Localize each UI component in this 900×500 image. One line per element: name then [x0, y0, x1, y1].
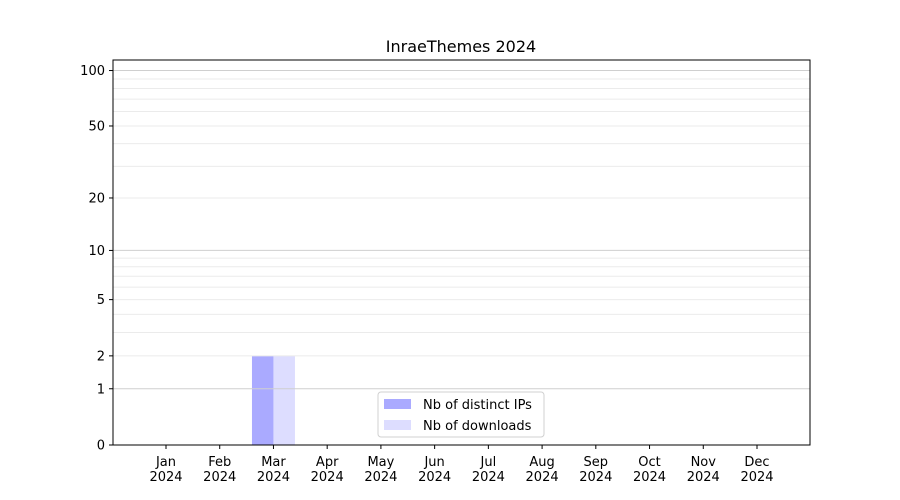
x-tick-label: Dec: [744, 455, 769, 470]
x-tick-label: 2024: [311, 470, 344, 485]
y-tick-label: 20: [88, 191, 105, 206]
legend-label: Nb of distinct IPs: [423, 398, 532, 413]
x-tick-label: Jul: [480, 455, 497, 470]
x-tick-label: Apr: [316, 455, 339, 470]
bar-distinct-ips: [251, 355, 274, 445]
x-tick-label: 2024: [257, 470, 290, 485]
legend-box: [377, 391, 545, 438]
x-tick-label: 2024: [526, 470, 559, 485]
y-tick-label: 0: [97, 439, 105, 454]
y-tick-label: 50: [88, 119, 105, 134]
y-tick-label: 2: [97, 349, 105, 364]
x-tick-label: Aug: [529, 455, 554, 470]
y-tick-label: 1: [97, 382, 105, 397]
x-tick-label: Sep: [584, 455, 609, 470]
y-tick-label: 100: [80, 64, 105, 79]
x-tick-label: Oct: [638, 455, 660, 470]
x-tick-label: 2024: [687, 470, 720, 485]
x-tick-label: 2024: [364, 470, 397, 485]
legend-swatch: [384, 420, 411, 430]
x-tick-label: Jan: [155, 455, 176, 470]
x-tick-label: 2024: [149, 470, 182, 485]
x-tick-label: 2024: [579, 470, 612, 485]
x-tick-label: 2024: [472, 470, 505, 485]
legend: Nb of distinct IPs Nb of downloads: [377, 391, 545, 438]
x-tick-label: Feb: [208, 455, 231, 470]
x-tick-label: May: [367, 455, 394, 470]
y-tick-label: 5: [97, 293, 105, 308]
x-tick-label: 2024: [740, 470, 773, 485]
legend-swatch: [384, 399, 411, 409]
x-tick-label: 2024: [203, 470, 236, 485]
legend-label: Nb of downloads: [423, 419, 532, 434]
x-tick-label: Mar: [261, 455, 286, 470]
x-tick-label: 2024: [633, 470, 666, 485]
x-tick-label: Nov: [691, 455, 717, 470]
x-tick-label: Jun: [423, 455, 444, 470]
plot-frame: [112, 59, 811, 446]
y-tick-label: 10: [88, 244, 105, 259]
x-tick-label: 2024: [418, 470, 451, 485]
chart-title: InraeThemes 2024: [386, 37, 536, 56]
bar-downloads: [273, 355, 295, 445]
